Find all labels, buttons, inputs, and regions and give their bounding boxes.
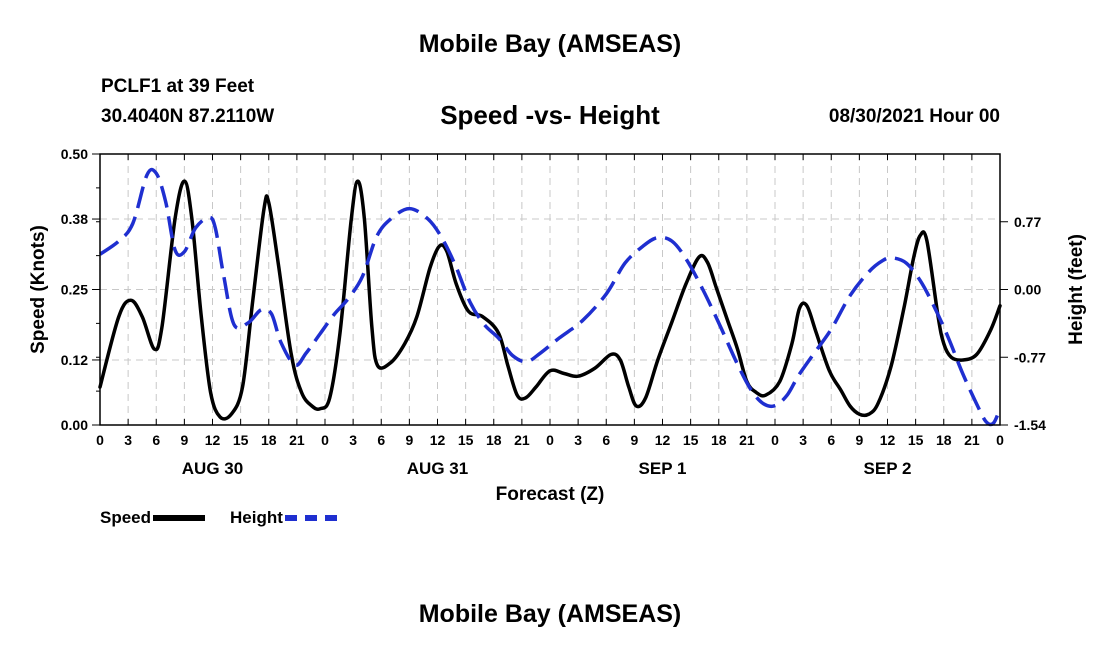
x-tick-label: 0 [96, 432, 104, 448]
x-tick-label: 18 [711, 432, 727, 448]
coordinates-label: 30.4040N 87.2110W [101, 106, 275, 127]
legend-speed: Speed [100, 508, 206, 528]
y-right-tick-label: -1.54 [1014, 417, 1046, 433]
x-tick-label: 21 [289, 432, 305, 448]
y-right-tick-label: 0.00 [1014, 282, 1041, 298]
axes: 0 3 6 9 12 15 18 21 0 3 6 9 12 15 18 21 0 3 6 9 12 15 18 21 0 3 6 9… [28, 146, 1087, 505]
x-tick-label: 18 [936, 432, 952, 448]
x-tick-label: 12 [655, 432, 671, 448]
x-day-label: AUG 31 [407, 459, 468, 478]
x-tick-label: 3 [799, 432, 807, 448]
y-left-axis-title: Speed (Knots) [28, 225, 49, 354]
y-left-tick-label: 0.12 [61, 352, 88, 368]
series-line-height [98, 167, 1002, 427]
x-tick-label: 15 [683, 432, 699, 448]
y-left-tick-label: 0.25 [61, 282, 88, 298]
x-tick-label: 18 [261, 432, 277, 448]
series-line-speed [98, 179, 1002, 421]
legend-height-label: Height [230, 508, 283, 527]
y-left-tick-label: 0.00 [61, 417, 88, 433]
x-tick-label: 12 [430, 432, 446, 448]
legend-height-swatch [284, 515, 337, 521]
x-day-label: SEP 1 [639, 459, 687, 478]
chart-subtitle: Speed -vs- Height [440, 100, 660, 130]
x-tick-label: 21 [964, 432, 980, 448]
x-tick-label: 6 [602, 432, 610, 448]
x-axis-title: Forecast (Z) [496, 484, 605, 505]
x-day-label: AUG 30 [182, 459, 243, 478]
x-tick-label: 3 [124, 432, 132, 448]
x-tick-label: 9 [405, 432, 413, 448]
x-tick-label: 18 [486, 432, 502, 448]
x-tick-label: 9 [855, 432, 863, 448]
legend-height: Height [230, 508, 337, 528]
station-label: PCLF1 at 39 Feet [101, 76, 255, 97]
forecast-timestamp: 08/30/2021 Hour 00 [828, 106, 1000, 127]
x-tick-label: 21 [739, 432, 755, 448]
grid [100, 154, 1000, 425]
x-tick-label: 12 [880, 432, 896, 448]
x-tick-label: 9 [630, 432, 638, 448]
x-tick-label: 6 [377, 432, 385, 448]
x-tick-label: 0 [321, 432, 329, 448]
x-tick-label: 15 [458, 432, 474, 448]
x-tick-label: 3 [574, 432, 582, 448]
x-tick-label: 0 [771, 432, 779, 448]
legend-speed-label: Speed [100, 508, 152, 527]
series-layer [98, 167, 1002, 427]
x-tick-label: 3 [349, 432, 357, 448]
x-tick-label: 12 [205, 432, 221, 448]
x-tick-label: 0 [546, 432, 554, 448]
x-tick-label: 6 [152, 432, 160, 448]
legend-speed-swatch [153, 515, 206, 521]
y-right-tick-label: -0.77 [1014, 349, 1046, 365]
y-left-tick-label: 0.38 [61, 211, 88, 227]
footer-title: Mobile Bay (AMSEAS) [418, 600, 682, 628]
y-right-axis-title: Height (feet) [1066, 234, 1087, 345]
y-right-tick-label: 0.77 [1014, 214, 1041, 230]
x-tick-label: 6 [827, 432, 835, 448]
x-day-label: SEP 2 [864, 459, 912, 478]
x-tick-label: 15 [233, 432, 249, 448]
x-tick-label: 15 [908, 432, 924, 448]
x-tick-label: 21 [514, 432, 530, 448]
y-left-tick-label: 0.50 [61, 146, 88, 162]
x-tick-label: 9 [180, 432, 188, 448]
x-tick-label: 0 [996, 432, 1004, 448]
chart-title: Mobile Bay (AMSEAS) [418, 30, 682, 58]
